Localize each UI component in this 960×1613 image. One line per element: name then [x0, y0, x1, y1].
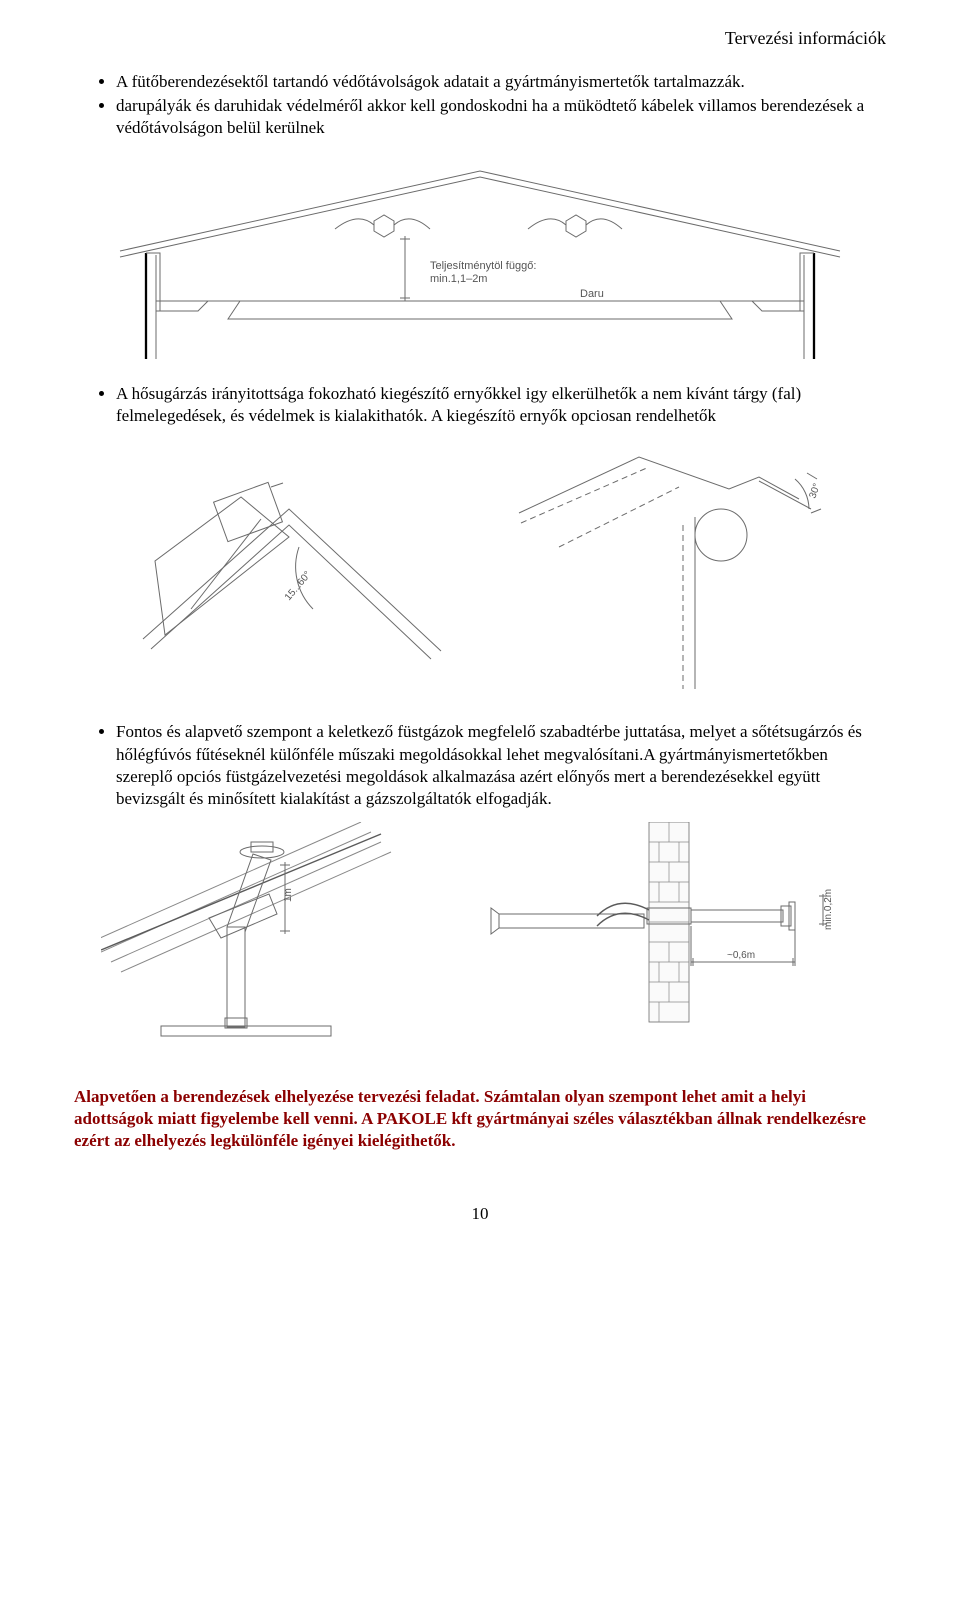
fig2-deflect-label: 30° [807, 483, 823, 501]
fig3-left-dim: 1m [283, 888, 294, 902]
bullet-item: A hősugárzás irányitottsága fokozható ki… [116, 383, 886, 427]
footer-paragraph: Alapvetően a berendezések elhelyezése te… [74, 1086, 886, 1152]
figure-reflector-wall: 15...60° 30° [74, 439, 886, 699]
fig1-label-line1: Teljesítménytöl függő: [430, 260, 536, 272]
fig2-angle-label: 15...60° [283, 570, 314, 604]
fig1-label-daru: Daru [580, 288, 604, 300]
fig1-label-line2: min.1,1–2m [430, 273, 487, 285]
page-number: 10 [74, 1204, 886, 1224]
bullet-item: darupályák és daruhidak védelméről akkor… [116, 95, 886, 139]
figure-roof-crane: Teljesítménytöl függő: min.1,1–2m Daru [74, 151, 886, 361]
bullet-list-2: A hősugárzás irányitottsága fokozható ki… [116, 383, 886, 427]
bullet-list-1: A fütőberendezésektől tartandó védőtávol… [116, 71, 886, 139]
fig3-right-dim-h: ~0,6m [727, 950, 755, 961]
bullet-list-3: Fontos és alapvető szempont a keletkező … [116, 721, 886, 809]
fig3-right-dim-v: min.0,2m [823, 889, 834, 930]
page-header-title: Tervezési információk [74, 28, 886, 49]
bullet-item: A fütőberendezésektől tartandó védőtávol… [116, 71, 886, 93]
figure-flue-options: 1m [74, 822, 886, 1052]
bullet-item: Fontos és alapvető szempont a keletkező … [116, 721, 886, 809]
